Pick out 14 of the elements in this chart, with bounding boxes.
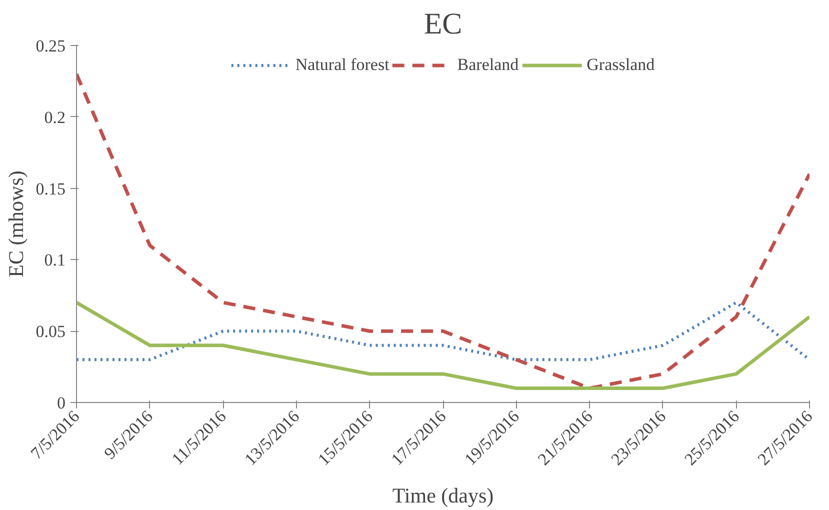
y-axis-title: EC (mhows) [4,170,28,278]
legend-label: Bareland [457,55,519,75]
chart-title: EC [424,8,462,40]
y-tick-label: 0.05 [36,322,66,342]
legend-label: Natural forest [295,55,390,75]
y-tick-label: 0.1 [44,250,66,270]
y-tick-label: 0.25 [36,36,66,56]
x-axis-title: Time (days) [392,484,494,508]
y-tick-label: 0.2 [44,108,66,127]
line-series [76,300,810,390]
y-tick-label: 0 [57,394,66,412]
line-series [76,301,810,362]
legend-label: Grassland [586,55,655,75]
y-tick-label: 0.15 [36,179,66,198]
